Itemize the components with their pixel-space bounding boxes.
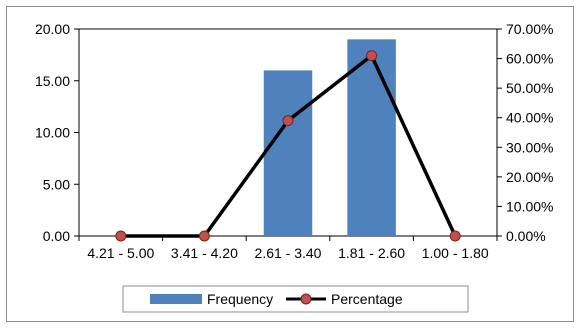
line-point-3 xyxy=(282,115,294,127)
category-label: 4.21 - 5.00 xyxy=(87,245,154,261)
left-tick-label: 15.00 xyxy=(35,73,70,89)
bar-4 xyxy=(347,39,396,236)
right-tick-label: 40.00% xyxy=(506,110,553,126)
legend-percentage-marker xyxy=(300,293,312,305)
left-tick-label: 5.00 xyxy=(43,176,70,192)
category-label: 2.61 - 3.40 xyxy=(255,245,322,261)
bar-3 xyxy=(263,70,313,237)
right-tick-label: 20.00% xyxy=(506,169,553,185)
right-tick-label: 70.00% xyxy=(506,21,553,37)
line-point-5 xyxy=(449,230,461,242)
left-tick-label: 20.00 xyxy=(35,21,70,37)
line-point-2 xyxy=(198,230,210,242)
legend-frequency-label: Frequency xyxy=(207,291,273,307)
left-tick-label: 0.00 xyxy=(43,228,70,244)
plot-area xyxy=(78,28,498,242)
legend: Frequency Percentage xyxy=(122,285,469,313)
left-axis-ticks: 0.00 5.00 10.00 15.00 20.00 xyxy=(35,21,79,244)
category-label: 3.41 - 4.20 xyxy=(171,245,238,261)
right-tick-label: 50.00% xyxy=(506,80,553,96)
right-axis-ticks: 0.00% 10.00% 20.00% 30.00% 40.00% 50.00% 60.00… xyxy=(497,21,553,244)
right-tick-label: 0.00% xyxy=(506,228,546,244)
right-tick-label: 30.00% xyxy=(506,139,553,155)
line-point-4 xyxy=(366,50,378,62)
line-point-1 xyxy=(115,230,127,242)
category-label: 1.81 - 2.60 xyxy=(338,245,405,261)
legend-percentage-label: Percentage xyxy=(331,291,403,307)
right-tick-label: 60.00% xyxy=(506,51,553,67)
legend-frequency-swatch xyxy=(150,294,202,304)
right-tick-label: 10.00% xyxy=(506,198,553,214)
left-tick-label: 10.00 xyxy=(35,125,70,141)
category-label: 1.00 - 1.80 xyxy=(422,245,489,261)
category-axis-ticks: 4.21 - 5.00 3.41 - 4.20 2.61 - 3.40 1.81 - … xyxy=(78,236,498,261)
